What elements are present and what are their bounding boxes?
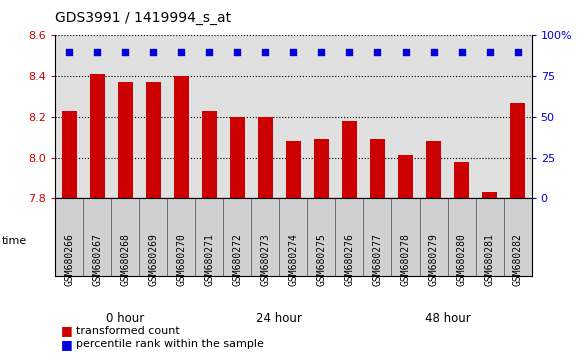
Text: GSM680276: GSM680276: [345, 233, 354, 286]
Point: [289, 49, 298, 55]
Text: ■: ■: [61, 338, 73, 350]
Text: GSM680269: GSM680269: [148, 233, 158, 286]
Text: transformed count: transformed count: [76, 326, 180, 336]
Point: [513, 49, 522, 55]
Bar: [167, 198, 195, 276]
Bar: [426, 141, 441, 198]
Bar: [419, 198, 447, 276]
Bar: [476, 198, 504, 276]
Point: [121, 49, 130, 55]
Bar: [195, 198, 223, 276]
Text: GSM680268: GSM680268: [120, 233, 130, 286]
Text: GSM680270: GSM680270: [176, 233, 187, 286]
Bar: [117, 82, 133, 198]
Bar: [202, 111, 217, 198]
Text: GSM680282: GSM680282: [512, 233, 522, 286]
Bar: [335, 198, 364, 276]
Bar: [286, 141, 301, 198]
Bar: [398, 155, 413, 198]
Point: [177, 49, 186, 55]
Point: [205, 49, 214, 55]
Bar: [139, 198, 167, 276]
Bar: [258, 117, 273, 198]
Point: [317, 49, 326, 55]
Text: 0 hour: 0 hour: [106, 312, 145, 325]
Text: GSM680278: GSM680278: [400, 233, 411, 286]
Bar: [364, 198, 392, 276]
Bar: [62, 111, 77, 198]
Bar: [89, 74, 105, 198]
Point: [92, 49, 102, 55]
Bar: [482, 192, 497, 198]
Bar: [223, 198, 252, 276]
Bar: [174, 76, 189, 198]
Point: [429, 49, 438, 55]
Point: [345, 49, 354, 55]
Text: GSM680273: GSM680273: [260, 233, 270, 286]
Bar: [146, 82, 161, 198]
Text: GSM680272: GSM680272: [232, 233, 242, 286]
Bar: [279, 198, 307, 276]
Text: time: time: [2, 236, 27, 246]
Text: 24 hour: 24 hour: [256, 312, 302, 325]
Point: [64, 49, 74, 55]
Text: 48 hour: 48 hour: [425, 312, 471, 325]
Bar: [314, 139, 329, 198]
Bar: [370, 139, 385, 198]
Point: [457, 49, 466, 55]
Text: GDS3991 / 1419994_s_at: GDS3991 / 1419994_s_at: [55, 11, 231, 25]
Bar: [111, 198, 139, 276]
Point: [401, 49, 410, 55]
Text: GSM680277: GSM680277: [372, 233, 382, 286]
Bar: [510, 103, 525, 198]
Text: GSM680279: GSM680279: [429, 233, 439, 286]
Text: percentile rank within the sample: percentile rank within the sample: [76, 339, 263, 349]
Bar: [229, 117, 245, 198]
Bar: [342, 121, 357, 198]
Bar: [392, 198, 419, 276]
Text: GSM680275: GSM680275: [317, 233, 327, 286]
Point: [233, 49, 242, 55]
Text: ■: ■: [61, 325, 73, 337]
Bar: [252, 198, 279, 276]
Bar: [454, 161, 469, 198]
Text: GSM680274: GSM680274: [288, 233, 299, 286]
Bar: [83, 198, 111, 276]
Text: GSM680266: GSM680266: [64, 233, 74, 286]
Point: [261, 49, 270, 55]
Point: [373, 49, 382, 55]
Text: GSM680267: GSM680267: [92, 233, 102, 286]
Point: [485, 49, 494, 55]
Bar: [307, 198, 335, 276]
Text: GSM680271: GSM680271: [205, 233, 214, 286]
Text: GSM680281: GSM680281: [485, 233, 494, 286]
Text: GSM680280: GSM680280: [457, 233, 467, 286]
Bar: [504, 198, 532, 276]
Bar: [447, 198, 476, 276]
Bar: [55, 198, 83, 276]
Point: [149, 49, 158, 55]
